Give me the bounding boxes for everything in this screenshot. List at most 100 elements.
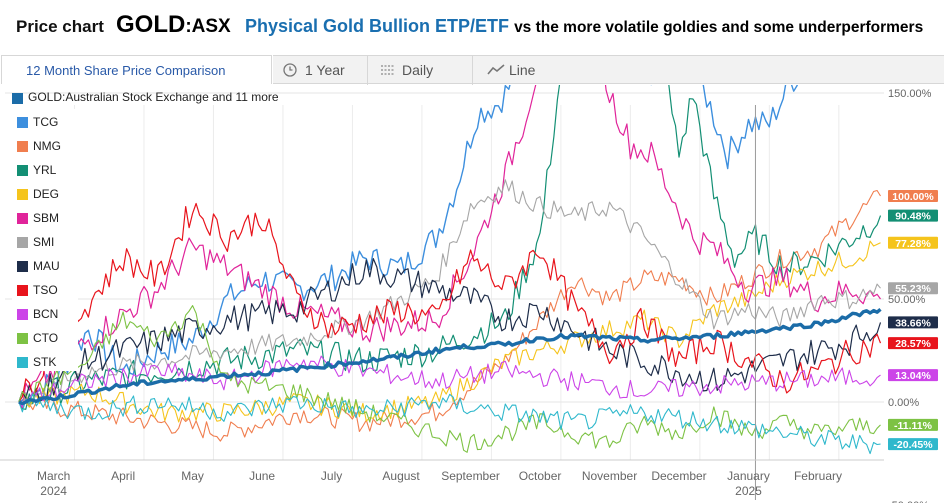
- x-tick-label: December: [651, 469, 706, 483]
- legend-label: STK: [33, 355, 57, 369]
- legend-label: SMI: [33, 235, 55, 249]
- final-label-text: 38.66%: [895, 317, 931, 329]
- final-label-text: -11.11%: [894, 420, 933, 432]
- legend-swatch: [17, 261, 28, 272]
- legend-swatch: [17, 237, 28, 248]
- description-main: Physical Gold Bullion ETP/ETF: [245, 16, 510, 36]
- final-label-tso: 28.57%: [888, 337, 938, 350]
- legend-swatch: [17, 117, 28, 128]
- final-label-bg: [888, 209, 938, 222]
- final-label-bg: [888, 369, 938, 382]
- final-label-text: 77.28%: [895, 238, 931, 250]
- x-tick-label: March: [37, 469, 70, 483]
- final-label-bg: [888, 438, 938, 451]
- x-tick-label: June: [249, 469, 275, 483]
- chart-type-label: Line: [509, 62, 536, 78]
- x-year-label: 2024: [40, 484, 67, 498]
- x-tick-label: October: [519, 469, 562, 483]
- legend-label: TSO: [33, 283, 58, 297]
- x-tick-label: September: [441, 469, 500, 483]
- final-label-smi: 55.23%: [888, 282, 938, 295]
- final-label-bg: [888, 316, 938, 329]
- toolbar-divider: [367, 56, 368, 85]
- symbol-code: GOLD: [116, 11, 186, 38]
- legend-label: NMG: [33, 139, 61, 153]
- x-tick-label: May: [181, 469, 204, 483]
- axis-layer: 250.00%150.00%50.00%0.00%-50.00%March202…: [0, 88, 932, 503]
- description-subtitle: vs the more volatile goldies and some un…: [514, 19, 924, 36]
- y-tick-label: 150.00%: [888, 88, 932, 100]
- series-line-gold: [18, 308, 882, 406]
- legend-swatch: [17, 141, 28, 152]
- final-label-bg: [888, 418, 938, 431]
- y-tick-label: -50.00%: [888, 500, 929, 503]
- symbol-title: GOLD:ASX: [116, 11, 231, 39]
- y-tick-label: 0.00%: [888, 397, 919, 409]
- legend-swatch: [17, 165, 28, 176]
- period-selector[interactable]: 1 Year: [283, 56, 363, 85]
- interval-selector[interactable]: Daily: [380, 56, 460, 85]
- chart-header: Price chart GOLD:ASX Physical Gold Bulli…: [0, 0, 944, 56]
- final-label-text: 90.48%: [895, 211, 931, 223]
- description-title: Physical Gold Bullion ETP/ETF vs the mor…: [245, 16, 923, 37]
- legend-label: YRL: [33, 163, 57, 177]
- series-legend: TCG NMG YRL DEG SBM SMI MAU TSO BCN CTO STK: [12, 109, 78, 371]
- final-label-yrl: 90.48%: [888, 209, 938, 223]
- x-year-label: 2025: [735, 484, 762, 498]
- final-label-mau: 38.66%: [888, 316, 938, 329]
- legend-label: CTO: [33, 331, 59, 345]
- legend-swatch: [17, 357, 28, 368]
- final-label-text: 55.23%: [895, 283, 931, 295]
- legend-swatch: [17, 213, 28, 224]
- series-line-yrl: [18, 85, 882, 410]
- legend-swatch: [17, 309, 28, 320]
- main-legend-item[interactable]: GOLD:Australian Stock Exchange and 11 mo…: [12, 90, 279, 104]
- series-layer: [18, 85, 882, 455]
- price-comparison-chart: 250.00%150.00%50.00%0.00%-50.00%March202…: [0, 85, 938, 503]
- toolbar-controls: 1 Year Daily Line: [273, 55, 944, 85]
- final-label-text: -20.45%: [893, 439, 933, 451]
- x-tick-label: November: [582, 469, 637, 483]
- final-label-nmg: 100.00%: [888, 190, 938, 203]
- series-line-nmg: [18, 189, 881, 442]
- x-tick-label: August: [382, 469, 420, 483]
- legend-swatch: [17, 189, 28, 200]
- series-line-tso: [18, 202, 882, 403]
- legend-label: BCN: [33, 307, 59, 321]
- chart-type-selector[interactable]: Line: [487, 56, 567, 85]
- clock-icon: [283, 63, 297, 77]
- period-label: 1 Year: [305, 62, 345, 78]
- x-tick-label: July: [321, 469, 342, 483]
- final-label-bg: [888, 337, 938, 350]
- x-tick-label: January: [727, 469, 770, 483]
- final-label-stk: -20.45%: [888, 438, 938, 451]
- x-tick-label: February: [794, 469, 842, 483]
- final-label-cto: -11.11%: [888, 418, 938, 432]
- final-label-text: 28.57%: [895, 338, 931, 350]
- main-legend-swatch: [12, 93, 23, 104]
- interval-icon: [381, 65, 395, 75]
- main-legend-label: GOLD:Australian Stock Exchange and 11 mo…: [28, 90, 279, 104]
- legend-label: TCG: [33, 115, 59, 129]
- series-line-smi: [18, 179, 881, 407]
- final-label-bg: [888, 190, 938, 202]
- chart-title-tab[interactable]: 12 Month Share Price Comparison: [1, 55, 272, 84]
- final-label-deg: 77.28%: [888, 236, 938, 250]
- chart-toolbar: 12 Month Share Price Comparison 1 Year D…: [0, 55, 944, 85]
- series-line-stk: [18, 393, 881, 455]
- toolbar-divider: [472, 56, 473, 85]
- final-value-labels: 204.17%100.00%90.48%77.28%55.23%38.66%28…: [888, 190, 938, 451]
- legend-swatch: [17, 333, 28, 344]
- final-label-bcn: 13.04%: [888, 369, 938, 382]
- interval-label: Daily: [402, 62, 434, 78]
- price-chart-label: Price chart: [16, 17, 104, 36]
- final-label-text: 100.00%: [892, 191, 934, 203]
- final-label-bg: [888, 282, 938, 295]
- series-line-cto: [18, 305, 881, 453]
- exchange-code: :ASX: [185, 16, 231, 37]
- final-label-text: 13.04%: [895, 370, 931, 382]
- legend-label: MAU: [33, 259, 60, 273]
- line-chart-icon: [487, 64, 505, 75]
- series-line-bcn: [18, 355, 881, 408]
- series-line-tcg: [18, 85, 798, 408]
